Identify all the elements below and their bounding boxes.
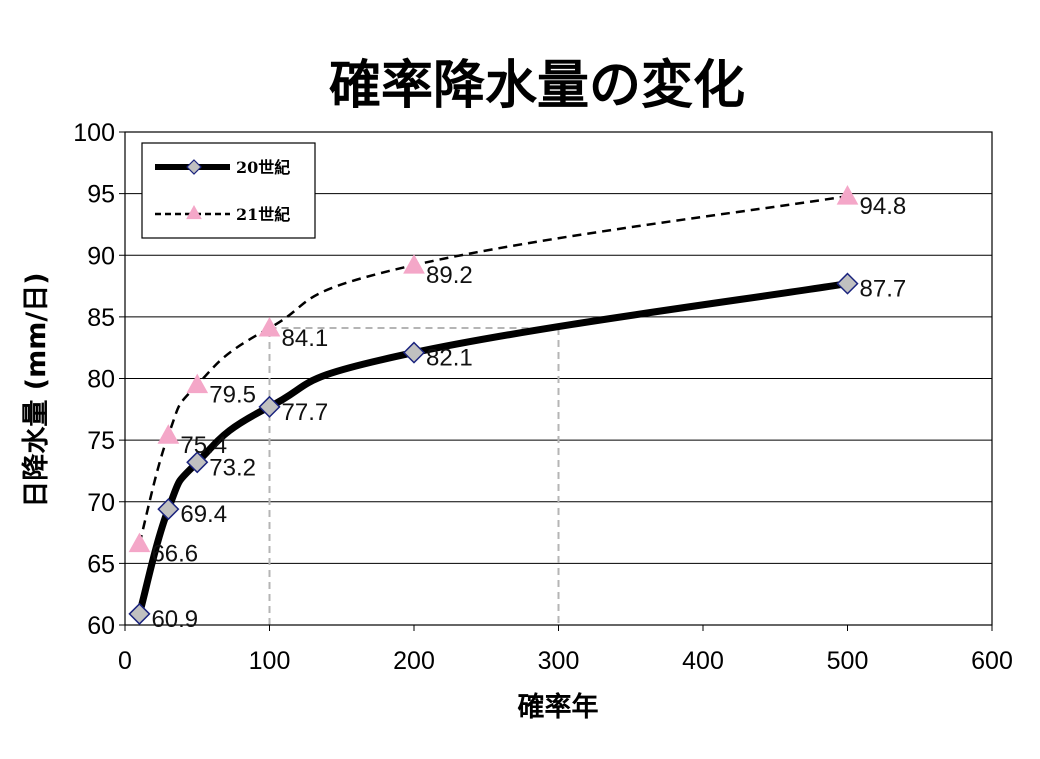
data-label-20c: 87.7 xyxy=(860,276,907,303)
x-axis-label: 確率年 xyxy=(518,691,599,723)
data-label-20c: 82.1 xyxy=(426,345,473,372)
data-label-21c: 75.4 xyxy=(180,432,227,459)
series-line-21c xyxy=(138,194,848,545)
data-label-21c: 79.5 xyxy=(209,382,256,409)
legend-label-20c: 20世紀 xyxy=(236,158,290,177)
x-tick-label: 500 xyxy=(827,647,869,675)
x-tick-label: 100 xyxy=(249,647,291,675)
marker-21c xyxy=(836,185,859,205)
y-tick-label: 60 xyxy=(87,612,115,640)
legend: 20世紀 21世紀 xyxy=(141,142,316,239)
y-tick-label: 95 xyxy=(87,181,115,209)
reference-lines xyxy=(268,326,560,625)
marker-20c xyxy=(128,602,151,625)
x-tick-label: 600 xyxy=(971,647,1013,675)
marker-21c xyxy=(403,254,425,274)
marker-21c xyxy=(186,373,209,394)
marker-21c xyxy=(157,424,180,444)
series-line-20c xyxy=(135,280,851,618)
marker-20c xyxy=(157,498,180,521)
x-axis-ticks: 0 100 200 300 400 500 600 xyxy=(118,625,1013,675)
marker-20c xyxy=(258,395,281,418)
data-label-20c: 77.7 xyxy=(282,399,329,426)
legend-box xyxy=(141,142,316,239)
data-label-20c: 73.2 xyxy=(209,454,256,481)
data-label-21c: 84.1 xyxy=(282,325,329,352)
marker-21c xyxy=(258,316,281,337)
y-tick-label: 65 xyxy=(87,550,115,578)
data-label-20c: 69.4 xyxy=(180,501,227,528)
x-tick-label: 200 xyxy=(393,647,435,675)
series-markers xyxy=(128,185,859,625)
y-tick-label: 100 xyxy=(73,119,115,147)
y-tick-label: 70 xyxy=(87,489,115,517)
legend-label-21c: 21世紀 xyxy=(236,205,290,224)
y-tick-label: 85 xyxy=(87,304,115,332)
data-label-20c: 60.9 xyxy=(151,606,198,633)
x-tick-label: 400 xyxy=(682,647,724,675)
data-label-21c: 94.8 xyxy=(860,193,907,220)
marker-20c xyxy=(836,272,859,295)
marker-20c xyxy=(402,341,426,364)
data-label-21c: 66.6 xyxy=(151,541,198,568)
data-labels: 60.9 69.4 73.2 77.7 82.1 87.7 66.6 75.4 79.5 84.1… xyxy=(151,193,906,633)
data-label-21c: 89.2 xyxy=(426,262,473,289)
x-tick-label: 300 xyxy=(538,647,580,675)
y-tick-label: 80 xyxy=(87,366,115,394)
y-axis-ticks: 60 65 70 75 80 85 90 95 100 xyxy=(73,119,125,640)
x-tick-label: 0 xyxy=(118,647,132,675)
marker-20c xyxy=(186,451,209,474)
chart-title: 確率降水量の変化 xyxy=(329,56,745,116)
y-tick-label: 75 xyxy=(87,427,115,455)
y-tick-label: 90 xyxy=(87,242,115,270)
marker-21c xyxy=(128,532,151,553)
legend-marker-20c xyxy=(186,159,202,175)
legend-marker-21c xyxy=(186,204,202,220)
y-axis-label: 日降水量 (mm/日) xyxy=(21,272,52,507)
